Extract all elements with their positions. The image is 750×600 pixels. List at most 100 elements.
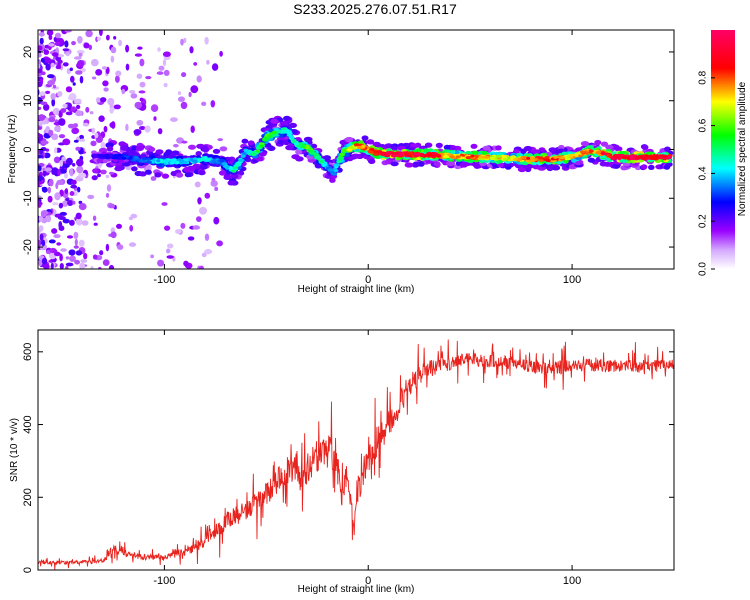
heatmap-cell — [69, 191, 75, 196]
heatmap-cell — [221, 162, 227, 166]
heatmap-cell — [647, 155, 653, 159]
heatmap-cell — [39, 37, 44, 45]
heatmap-cell — [164, 225, 171, 231]
heatmap-cell — [43, 49, 50, 55]
heatmap-cell — [106, 146, 114, 152]
heatmap-cell — [38, 180, 44, 185]
heatmap-cell — [139, 126, 146, 130]
heatmap-cell — [125, 44, 130, 53]
heatmap-cell — [205, 157, 211, 162]
heatmap-cell — [103, 87, 109, 92]
heatmap-cell — [47, 74, 55, 79]
heatmap-cell — [85, 30, 93, 38]
heatmap-cell — [77, 60, 85, 68]
heatmap-cell — [91, 76, 97, 80]
heatmap-cell — [64, 188, 69, 195]
heatmap-cell — [105, 142, 114, 148]
heatmap-cell — [112, 158, 119, 163]
heatmap-cell — [108, 171, 114, 175]
heatmap-cell — [96, 158, 104, 163]
heatmap-cell — [38, 63, 41, 69]
heatmap-cell — [523, 145, 533, 152]
heatmap-cell — [667, 155, 672, 159]
heatmap-cell — [77, 35, 83, 44]
heatmap-cell — [77, 186, 81, 193]
heatmap-cell — [93, 222, 98, 226]
heatmap-cell — [105, 192, 110, 198]
heatmap-cell — [125, 63, 130, 71]
heatmap-cell — [48, 43, 55, 47]
heatmap-cell — [41, 186, 47, 191]
x-tick-label: -100 — [153, 575, 175, 587]
heatmap-cell — [45, 63, 51, 71]
heatmap-cell — [204, 233, 210, 241]
heatmap-cell — [179, 159, 185, 163]
heatmap-cell — [109, 107, 114, 114]
heatmap-cell — [97, 36, 102, 41]
heatmap-cell — [192, 225, 201, 230]
heatmap-cell — [648, 164, 655, 170]
heatmap-cell — [268, 122, 277, 128]
heatmap-cell — [191, 159, 198, 163]
heatmap-cell — [559, 156, 566, 160]
heatmap-cell — [52, 84, 57, 89]
heatmap-cell — [183, 260, 189, 267]
heatmap-cell — [38, 228, 41, 237]
heatmap-cell — [471, 150, 479, 155]
heatmap-cell — [599, 161, 608, 167]
heatmap-cell — [588, 149, 594, 153]
heatmap-cell — [38, 45, 43, 51]
heatmap-cell — [68, 249, 76, 256]
heatmap-cell — [530, 158, 536, 163]
heatmap-cell — [449, 145, 457, 151]
heatmap-cell — [356, 145, 363, 150]
heatmap-cell — [130, 93, 138, 99]
heatmap-cell — [611, 144, 620, 150]
heatmap-cell — [548, 147, 557, 153]
heatmap-cell — [436, 154, 442, 158]
heatmap-cell — [201, 145, 208, 151]
heatmap-cell — [280, 127, 287, 131]
heatmap-cell — [194, 181, 201, 188]
heatmap-cell — [40, 101, 48, 106]
heatmap-cell — [199, 206, 207, 215]
heatmap-cell — [85, 106, 90, 113]
heatmap-cell — [129, 225, 134, 232]
heatmap-cell — [435, 142, 443, 148]
heatmap-cell — [344, 136, 354, 143]
heatmap-cell — [281, 130, 286, 134]
heatmap-cell — [73, 56, 82, 60]
heatmap-cell — [72, 82, 76, 86]
heatmap-cell — [212, 148, 221, 154]
heatmap-cell — [54, 125, 61, 132]
heatmap-cell — [51, 98, 56, 107]
heatmap-cell — [50, 62, 55, 68]
heatmap-cell — [210, 100, 216, 108]
heatmap-cell — [532, 164, 540, 170]
heatmap-cell — [170, 161, 175, 165]
heatmap-cell — [232, 166, 238, 170]
heatmap-cell — [73, 231, 79, 240]
heatmap-cell — [47, 80, 55, 86]
heatmap-cell — [116, 223, 122, 229]
heatmap-cell — [197, 158, 204, 162]
heatmap-cell — [99, 250, 104, 256]
heatmap-cell — [38, 68, 43, 74]
heatmap-cell — [103, 125, 108, 133]
heatmap-cell — [76, 165, 84, 174]
snr-border — [37, 329, 675, 571]
colorbar: 0.0 0.2 0.4 0.6 0.8 Normalized spectral ampl… — [698, 30, 748, 276]
heatmap-cell — [395, 151, 401, 155]
heatmap-cell — [211, 63, 219, 71]
heatmap-cell — [337, 157, 343, 161]
heatmap-cell — [217, 138, 223, 142]
heatmap-cell — [300, 143, 307, 147]
heatmap-cell — [163, 83, 168, 88]
heatmap-cell — [247, 150, 253, 154]
heatmap-cell — [39, 243, 48, 251]
heatmap-cell — [58, 225, 65, 231]
heatmap-cell — [483, 155, 490, 159]
heatmap-cell — [294, 142, 299, 146]
heatmap-cell — [42, 169, 47, 177]
heatmap-cell — [520, 155, 527, 160]
